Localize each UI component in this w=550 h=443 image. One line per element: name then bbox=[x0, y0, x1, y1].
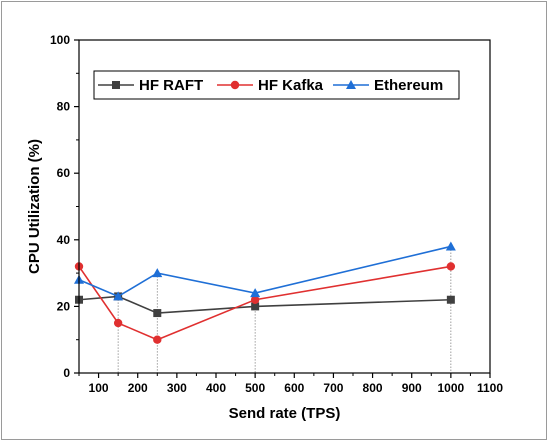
x-tick-label: 500 bbox=[245, 381, 265, 395]
series-hf-kafka bbox=[74, 262, 456, 344]
x-tick-label: 1000 bbox=[438, 381, 465, 395]
y-tick-label: 60 bbox=[57, 166, 71, 180]
legend-label: HF RAFT bbox=[139, 77, 203, 94]
legend-label: HF Kafka bbox=[258, 77, 324, 94]
series-hf-raft bbox=[75, 292, 455, 318]
legend-box bbox=[93, 70, 460, 100]
series-layer bbox=[74, 241, 456, 344]
y-tick-label: 20 bbox=[57, 299, 71, 313]
data-point bbox=[113, 291, 124, 301]
x-tick-label: 400 bbox=[206, 381, 226, 395]
legend-marker bbox=[112, 81, 120, 89]
x-tick-label: 200 bbox=[128, 381, 148, 395]
legend-label: Ethereum bbox=[374, 77, 443, 94]
x-tick-label: 800 bbox=[363, 381, 383, 395]
series-line bbox=[78, 245, 452, 298]
data-point bbox=[446, 295, 455, 304]
data-point bbox=[250, 295, 260, 304]
x-tick-label: 100 bbox=[89, 381, 109, 395]
data-point bbox=[153, 309, 162, 318]
legend: HF RAFT HF Kafka Ethereum bbox=[93, 70, 460, 100]
data-point bbox=[113, 318, 123, 328]
data-point bbox=[153, 335, 162, 344]
data-point bbox=[250, 288, 261, 298]
data-point bbox=[152, 268, 163, 278]
y-tick-label: 40 bbox=[57, 233, 71, 247]
y-tick-label: 100 bbox=[50, 33, 70, 47]
x-tick-label: 600 bbox=[284, 381, 304, 395]
y-axis-label: CPU Utilization (%) bbox=[26, 139, 43, 274]
series-line bbox=[78, 295, 451, 314]
x-tick-label: 900 bbox=[402, 381, 422, 395]
data-point bbox=[445, 241, 456, 251]
data-point bbox=[446, 262, 456, 271]
y-tick-label: 80 bbox=[57, 100, 71, 114]
x-tick-label: 1100 bbox=[477, 381, 503, 395]
axes: 100 200 300 400 500 600 700 800 900 1000 1100 0 20 40… bbox=[50, 33, 503, 395]
x-tick-label: 700 bbox=[323, 381, 343, 395]
series-ethereum bbox=[74, 241, 456, 301]
x-tick-label: 300 bbox=[167, 381, 187, 395]
drop-lines bbox=[78, 246, 452, 373]
x-axis-label: Send rate (TPS) bbox=[229, 405, 341, 422]
legend-marker bbox=[230, 80, 240, 90]
y-tick-label: 0 bbox=[63, 366, 70, 380]
data-point bbox=[251, 302, 260, 311]
legend-marker bbox=[346, 80, 356, 89]
